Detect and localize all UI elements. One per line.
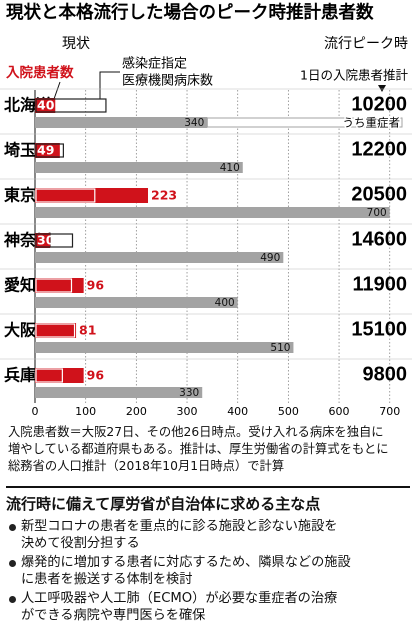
measure-item: 爆発的に増加する患者に対応するため、隣県などの施設 に患者を搬送する体制を検討 bbox=[8, 554, 410, 588]
severe-callout: うち重症者 bbox=[343, 116, 401, 130]
note-line: 入院患者数＝大阪27日、その他26日時点。受け入れる病床を独自に bbox=[8, 425, 384, 439]
severe-label: 700 bbox=[367, 207, 387, 219]
severe-bar bbox=[35, 117, 208, 128]
beds-box bbox=[35, 368, 63, 383]
severe-bar bbox=[35, 162, 243, 173]
inpatient-label: 81 bbox=[79, 323, 96, 338]
inpatient-label: 40 bbox=[37, 98, 55, 113]
x-tick-label: 500 bbox=[278, 405, 299, 418]
legend-label: 入院患者数 bbox=[6, 64, 74, 81]
severe-label: 490 bbox=[260, 252, 280, 264]
beds-box bbox=[35, 278, 73, 293]
peak-header: 流行ピーク時 bbox=[324, 36, 408, 52]
category-label: 東京 bbox=[4, 186, 36, 205]
inpatient-bar bbox=[35, 233, 51, 248]
measures-list: 新型コロナの患者を重点的に診る施設と診ない施設を 決めて役割分担する 爆発的に増加… bbox=[0, 518, 416, 624]
x-tick-label: 700 bbox=[379, 405, 400, 418]
severe-label: 400 bbox=[215, 297, 235, 309]
inpatient-label: 30 bbox=[37, 233, 55, 248]
measure-line: 決めて役割分担する bbox=[21, 536, 140, 551]
severe-label: 410 bbox=[220, 162, 240, 174]
severe-bar bbox=[35, 342, 294, 353]
inpatient-label: 96 bbox=[87, 368, 105, 383]
inpatient-bar bbox=[35, 98, 56, 113]
severe-bar bbox=[35, 207, 390, 218]
severe-label: 510 bbox=[270, 342, 290, 354]
measure-line: 爆発的に増加する患者に対応するため、隣県などの施設 bbox=[21, 555, 351, 570]
x-tick-label: 600 bbox=[329, 405, 350, 418]
peak-arrow bbox=[378, 85, 386, 92]
severe-callout-box bbox=[206, 117, 403, 128]
measure-item: 新型コロナの患者を重点的に診る施設と診ない施設を 決めて役割分担する bbox=[8, 518, 410, 552]
chart: 現状と本格流行した場合のピーク時推計患者数 現状 流行ピーク時 1日の入院患者推… bbox=[0, 2, 412, 418]
beds-box bbox=[35, 323, 76, 338]
note-line: 増やしている都道府県もある。推計は、厚生労働省の計算式をもとに bbox=[8, 442, 389, 456]
measure-item: 人工呼吸器や人工肺（ECMO）が必要な重症者の治療 ができる病院や専門医らを確保 bbox=[8, 590, 410, 624]
measure-line: 新型コロナの患者を重点的に診る施設と診ない施設を bbox=[21, 519, 338, 534]
peak-label: 1日の入院患者推計 bbox=[300, 68, 408, 83]
category-label: 兵庫 bbox=[4, 366, 36, 385]
severe-label: 330 bbox=[179, 387, 199, 399]
legend-pointer bbox=[53, 81, 61, 100]
inpatient-bar bbox=[35, 278, 84, 293]
category-label: 埼玉 bbox=[4, 141, 36, 160]
peak-value: 20500 bbox=[351, 183, 407, 205]
inpatient-label: 96 bbox=[87, 278, 105, 293]
chart-title: 現状と本格流行した場合のピーク時推計患者数 bbox=[6, 2, 374, 23]
inpatient-bar bbox=[35, 323, 77, 338]
notes: 入院患者数＝大阪27日、その他26日時点。受け入れる病床を独自に 増やしている都… bbox=[8, 424, 410, 475]
inpatient-label: 49 bbox=[37, 143, 54, 158]
x-tick-label: 100 bbox=[75, 405, 96, 418]
measure-line: に患者を搬送する体制を検討 bbox=[21, 572, 193, 587]
legend-pointer bbox=[99, 71, 120, 99]
inpatient-bar bbox=[35, 368, 84, 383]
legend-label: 感染症指定 bbox=[122, 56, 187, 72]
category-label: 愛知 bbox=[4, 276, 36, 295]
peak-value: 11900 bbox=[352, 273, 407, 295]
note-line: 総務省の人口推計（2018年10月1日時点）で計算 bbox=[8, 459, 285, 473]
legend-label: 医療機関病床数 bbox=[122, 74, 213, 89]
severe-label: 340 bbox=[184, 117, 204, 129]
beds-box bbox=[35, 233, 74, 248]
inpatient-bar bbox=[35, 188, 149, 203]
x-tick-label: 300 bbox=[177, 405, 198, 418]
peak-value: 9800 bbox=[363, 363, 408, 385]
severe-bar bbox=[35, 297, 238, 308]
measure-line: ができる病院や専門医らを確保 bbox=[21, 608, 206, 623]
x-tick-label: 0 bbox=[32, 405, 39, 418]
x-tick-label: 200 bbox=[126, 405, 147, 418]
x-tick-label: 400 bbox=[227, 405, 248, 418]
peak-value: 14600 bbox=[351, 228, 407, 250]
measures: 流行時に備えて厚労省が自治体に求める主な点 新型コロナの患者を重点的に診る施設と… bbox=[0, 486, 416, 626]
peak-value: 10200 bbox=[351, 93, 407, 115]
beds-box bbox=[35, 143, 64, 158]
severe-bar bbox=[35, 387, 203, 398]
measures-title: 流行時に備えて厚労省が自治体に求める主な点 bbox=[6, 486, 410, 514]
peak-value: 15100 bbox=[351, 318, 407, 340]
category-label: 大阪 bbox=[4, 321, 37, 340]
current-header: 現状 bbox=[62, 36, 90, 52]
peak-value: 12200 bbox=[351, 138, 407, 160]
inpatient-label: 223 bbox=[151, 188, 177, 203]
beds-box bbox=[35, 98, 107, 113]
beds-box bbox=[35, 188, 96, 203]
severe-bar bbox=[35, 252, 284, 263]
inpatient-bar bbox=[35, 143, 60, 158]
measure-line: 人工呼吸器や人工肺（ECMO）が必要な重症者の治療 bbox=[21, 591, 338, 606]
